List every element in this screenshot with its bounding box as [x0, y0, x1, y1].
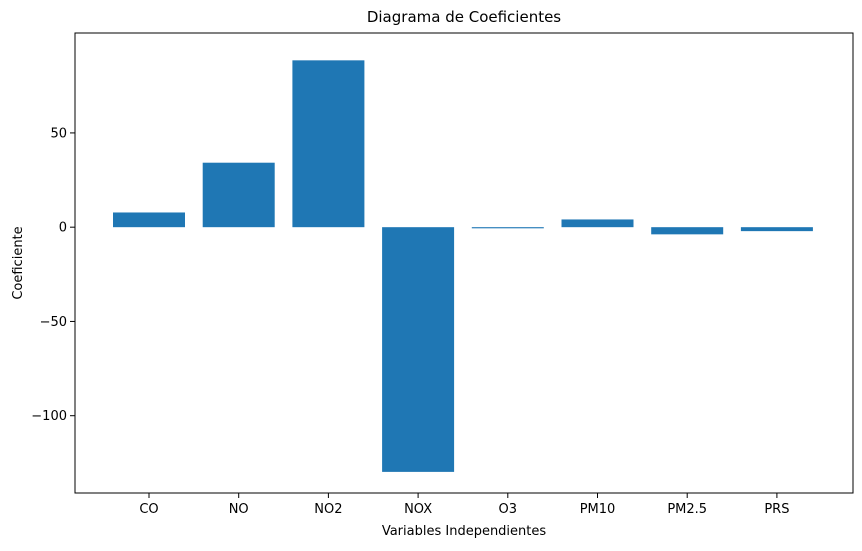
x-tick-label: NO	[229, 502, 249, 517]
x-tick-label: NOX	[404, 502, 432, 517]
bars-group	[113, 60, 813, 472]
y-axis-ticks: −100 −50 0 50	[31, 126, 75, 424]
x-tick-label: PM2.5	[667, 502, 707, 517]
y-axis-label: Coeficiente	[11, 226, 26, 299]
y-tick-label: −50	[40, 315, 67, 330]
bar-pm2-5	[651, 227, 724, 235]
bar-no	[202, 162, 275, 228]
y-tick-label: −100	[31, 409, 67, 424]
x-tick-label: CO	[139, 502, 158, 517]
bar-prs	[740, 227, 813, 232]
x-tick-label: PM10	[580, 502, 616, 517]
bar-pm10	[561, 219, 634, 228]
plot-frame	[74, 32, 854, 494]
bar-nox	[382, 227, 455, 472]
x-axis-label: Variables Independientes	[382, 524, 547, 539]
x-tick-label: O3	[499, 502, 518, 517]
bar-o3	[471, 227, 544, 229]
bar-co	[113, 212, 185, 228]
x-axis-ticks: CO NO NO2 NOX O3 PM10 PM2.5 PRS	[139, 493, 789, 517]
x-tick-label: NO2	[314, 502, 342, 517]
bar-no2	[292, 60, 365, 228]
y-tick-label: 0	[59, 221, 67, 236]
y-tick-label: 50	[50, 126, 67, 141]
x-tick-label: PRS	[764, 502, 789, 517]
chart-title: Diagrama de Coeficientes	[367, 8, 561, 26]
